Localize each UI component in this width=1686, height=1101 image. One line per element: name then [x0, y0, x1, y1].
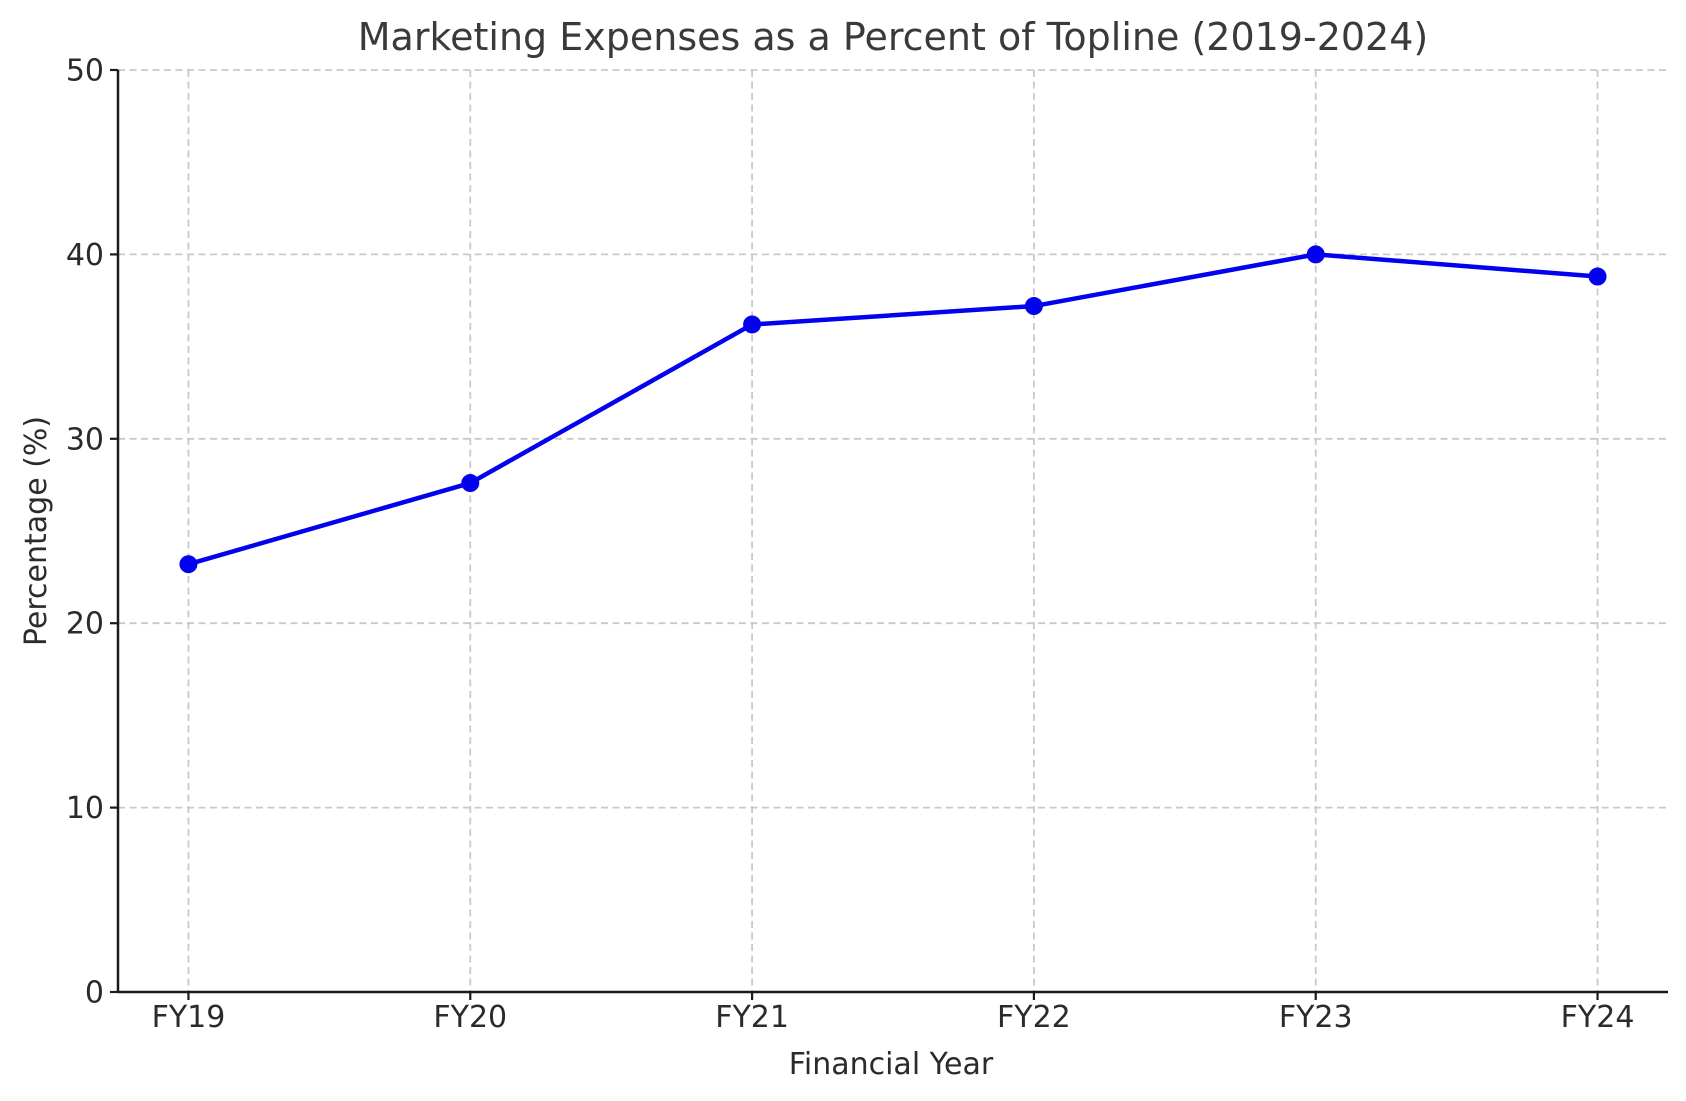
data-point-fy19: [179, 555, 198, 574]
x-tick-label-fy24: FY24: [1561, 1000, 1635, 1035]
data-line: [186, 252, 1600, 567]
y-tick-label: 40: [66, 238, 104, 273]
chart-title: Marketing Expenses as a Percent of Topli…: [358, 15, 1428, 59]
gridlines: [118, 69, 1668, 993]
y-tick-label: 30: [66, 422, 104, 457]
x-tick-label-fy19: FY19: [152, 1000, 226, 1035]
x-axis-title: Financial Year: [789, 1047, 994, 1082]
y-axis-title: Percentage (%): [19, 416, 54, 646]
data-series: [179, 245, 1607, 574]
data-point-fy23: [1306, 245, 1325, 264]
y-tick-label: 0: [85, 976, 104, 1011]
y-tick-label: 10: [66, 791, 104, 826]
x-tick-label-fy23: FY23: [1279, 1000, 1353, 1035]
y-tick-label: 20: [66, 607, 104, 642]
axes: [110, 68, 1668, 1000]
data-point-fy20: [461, 474, 480, 493]
x-tick-label-fy20: FY20: [433, 1000, 507, 1035]
data-point-fy22: [1024, 297, 1043, 316]
x-tick-label-fy22: FY22: [997, 1000, 1071, 1035]
y-tick-label: 50: [66, 54, 104, 89]
data-point-fy21: [743, 315, 762, 334]
data-point-fy24: [1588, 267, 1607, 286]
x-tick-label-fy21: FY21: [715, 1000, 789, 1035]
tick-labels: 0 10 20 30 40 50 FY19 FY20 FY21 FY22 FY23 FY24: [66, 54, 1635, 1036]
